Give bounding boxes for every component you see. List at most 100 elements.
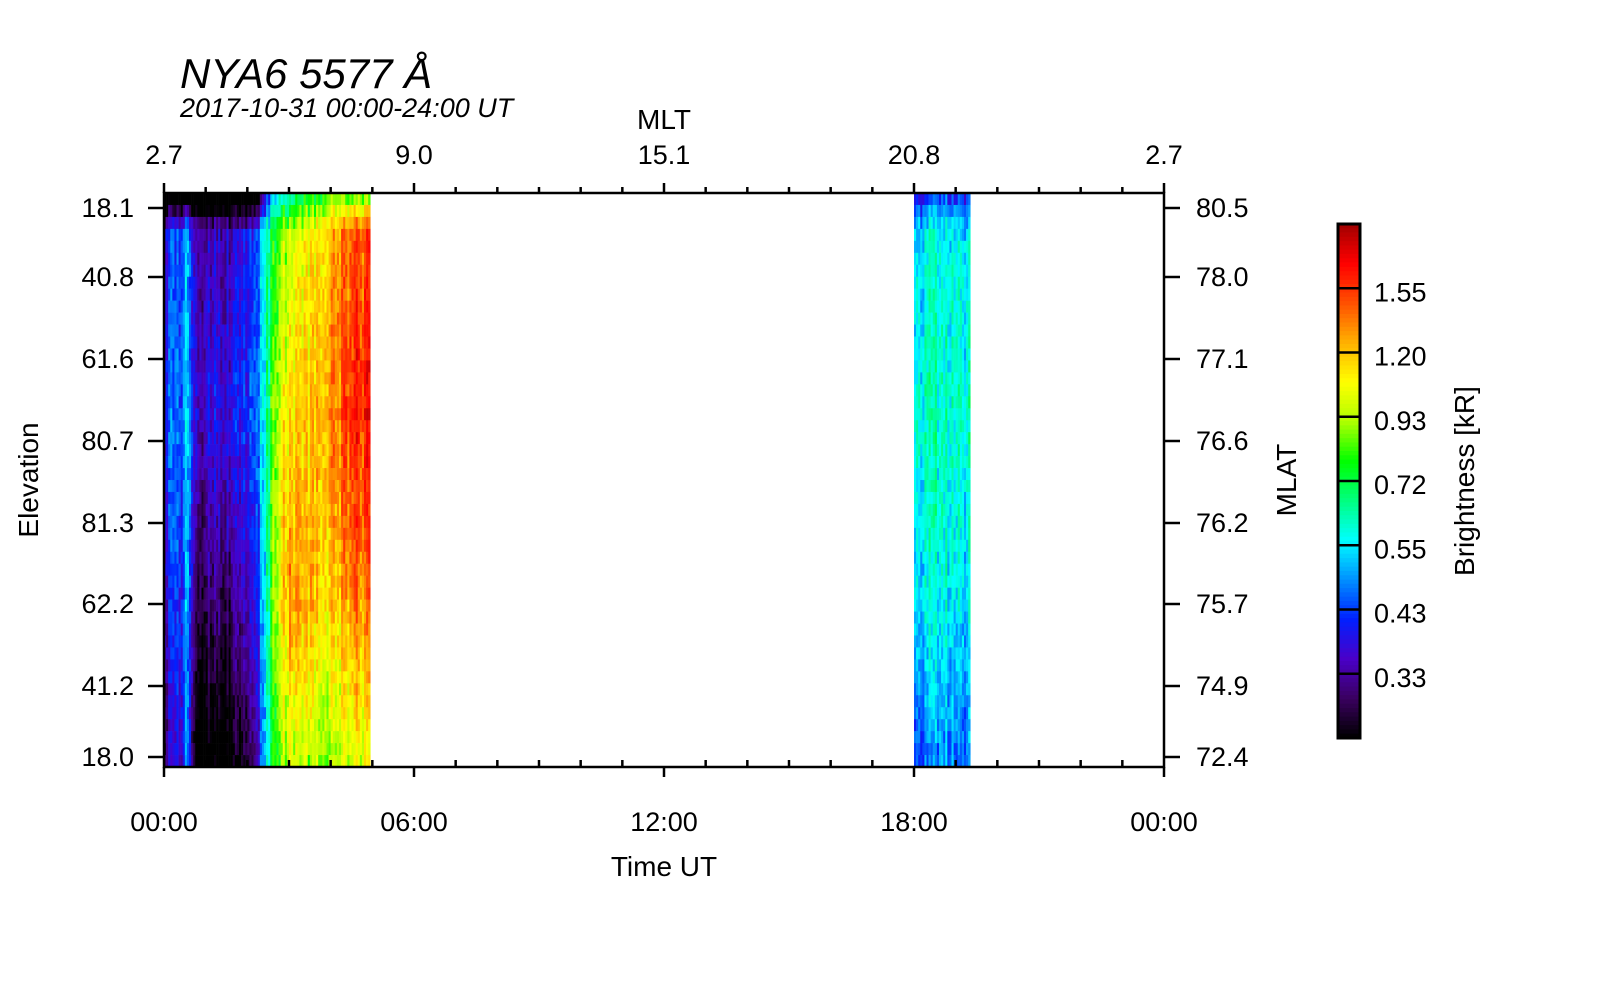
heatmap-cell	[291, 659, 294, 672]
heatmap-cell	[176, 731, 179, 744]
heatmap-cell	[191, 503, 194, 517]
heatmap-cell	[205, 611, 209, 624]
heatmap-cell	[345, 563, 348, 576]
heatmap-cell	[176, 719, 179, 732]
heatmap-cell	[922, 193, 925, 206]
heatmap-cell	[914, 480, 917, 493]
heatmap-cell	[293, 420, 296, 433]
heatmap-cell	[186, 480, 190, 493]
heatmap-cell	[347, 360, 350, 373]
heatmap-cell	[230, 623, 234, 636]
heatmap-cell	[214, 671, 217, 684]
heatmap-cell	[191, 360, 194, 373]
heatmap-cell	[203, 539, 206, 553]
heatmap-cell	[197, 563, 200, 576]
heatmap-cell	[232, 216, 236, 230]
heatmap-cell	[251, 312, 254, 325]
heatmap-cell	[316, 348, 319, 361]
heatmap-cell	[309, 671, 313, 684]
heatmap-cell	[214, 408, 217, 421]
heatmap-cell	[918, 527, 921, 541]
heatmap-cell	[186, 408, 190, 421]
heatmap-cell	[920, 647, 923, 660]
heatmap-cell	[280, 264, 284, 278]
heatmap-cell	[226, 360, 229, 373]
heatmap-cell	[172, 563, 175, 576]
heatmap-cell	[253, 468, 256, 481]
heatmap-cell	[247, 396, 250, 409]
heatmap-cell	[172, 599, 175, 612]
heatmap-cell	[918, 671, 921, 684]
heatmap-cell	[189, 216, 192, 230]
heatmap-cell	[343, 348, 346, 361]
heatmap-cell	[178, 252, 181, 266]
heatmap-cell	[197, 480, 200, 493]
heatmap-cell	[364, 420, 367, 433]
heatmap-cell	[343, 288, 346, 301]
heatmap-cell	[318, 396, 321, 409]
heatmap-cell	[243, 216, 246, 230]
heatmap-cell	[220, 611, 223, 624]
heatmap-cell	[347, 204, 350, 218]
heatmap-cell	[326, 456, 329, 469]
heatmap-cell	[297, 264, 300, 278]
heatmap-cell	[261, 468, 265, 481]
heatmap-cell	[199, 312, 202, 325]
heatmap-cell	[284, 240, 288, 254]
heatmap-cell	[322, 276, 325, 289]
heatmap-cell	[182, 420, 186, 433]
heatmap-cell	[216, 216, 219, 230]
heatmap-cell	[280, 599, 284, 612]
heatmap-cell	[343, 252, 346, 266]
heatmap-cell	[232, 491, 236, 505]
heatmap-cell	[274, 671, 277, 684]
heatmap-cell	[166, 623, 169, 636]
heatmap-cell	[216, 264, 219, 278]
heatmap-cell	[259, 743, 263, 756]
heatmap-cell	[207, 444, 211, 457]
heatmap-cell	[349, 288, 352, 301]
heatmap-cell	[299, 731, 302, 744]
heatmap-cell	[343, 300, 346, 313]
heatmap-cell	[203, 288, 206, 301]
heatmap-cell	[261, 264, 265, 278]
heatmap-cell	[357, 503, 361, 517]
heatmap-cell	[243, 611, 246, 624]
heatmap-cell	[214, 312, 217, 325]
heatmap-cell	[211, 432, 215, 445]
heatmap-cell	[168, 228, 171, 242]
heatmap-cell	[320, 539, 323, 553]
heatmap-cell	[276, 432, 279, 445]
heatmap-cell	[328, 539, 331, 553]
heatmap-cell	[241, 563, 244, 576]
heatmap-cell	[282, 635, 286, 648]
heatmap-cell	[259, 288, 263, 301]
heatmap-cell	[347, 551, 350, 565]
heatmap-cell	[361, 527, 365, 541]
heatmap-cell	[336, 193, 340, 206]
heatmap-cell	[184, 743, 188, 756]
heatmap-cell	[234, 348, 238, 361]
heatmap-cell	[351, 324, 354, 337]
heatmap-cell	[249, 216, 252, 230]
heatmap-cell	[176, 252, 179, 266]
heatmap-cell	[191, 539, 194, 553]
heatmap-cell	[259, 491, 263, 505]
heatmap-cell	[280, 348, 284, 361]
heatmap-cell	[178, 575, 181, 588]
heatmap-cell	[207, 432, 211, 445]
heatmap-cell	[366, 396, 369, 409]
heatmap-cell	[336, 755, 340, 768]
heatmap-cell	[172, 623, 175, 636]
heatmap-cell	[914, 635, 917, 648]
heatmap-cell	[234, 408, 238, 421]
heatmap-cell	[251, 551, 254, 565]
heatmap-cell	[347, 372, 350, 385]
heatmap-cell	[205, 707, 209, 720]
heatmap-cell	[272, 444, 275, 457]
heatmap-cell	[266, 228, 269, 242]
heatmap-cell	[914, 372, 917, 385]
heatmap-cell	[336, 611, 340, 624]
heatmap-cell	[239, 647, 242, 660]
heatmap-cell	[297, 563, 300, 576]
